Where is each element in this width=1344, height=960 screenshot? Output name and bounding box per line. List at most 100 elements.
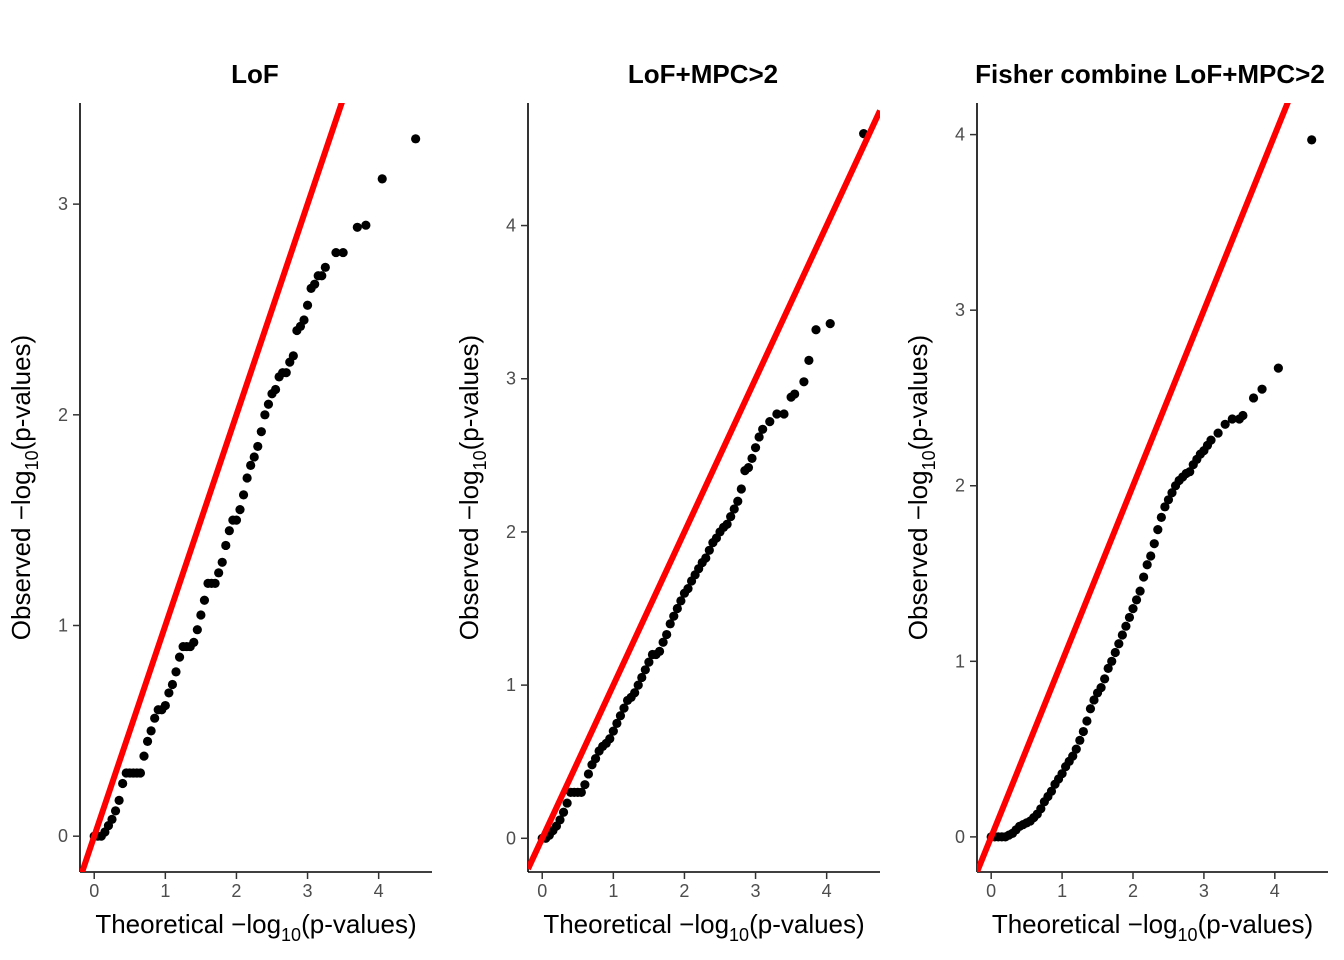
data-point	[701, 553, 711, 563]
data-point	[214, 568, 224, 578]
y-tick-label: 3	[955, 300, 965, 320]
y-tick-label: 2	[506, 522, 516, 542]
panel-title: LoF	[231, 59, 279, 89]
data-point	[221, 540, 231, 551]
data-point	[583, 769, 594, 779]
data-point	[1163, 495, 1174, 505]
data-point	[302, 300, 313, 310]
y-tick-label: 3	[58, 194, 68, 214]
data-point	[263, 399, 274, 409]
data-point	[150, 713, 160, 723]
x-tick-label: 1	[160, 881, 170, 901]
data-point	[192, 625, 202, 635]
data-point	[630, 688, 640, 698]
data-point	[576, 787, 586, 797]
data-point	[110, 806, 121, 816]
data-point	[1046, 786, 1057, 796]
x-tick-label: 2	[231, 881, 241, 901]
data-point	[605, 734, 615, 744]
data-point	[590, 754, 601, 764]
panel-title: Fisher combine LoF+MPC>2	[975, 59, 1325, 89]
data-point	[662, 629, 672, 640]
data-point	[135, 768, 146, 778]
data-point	[196, 610, 206, 620]
data-point	[772, 409, 782, 419]
x-tick-label: 4	[374, 881, 384, 901]
y-axis-label: Observed −log10(p-values)	[6, 335, 42, 640]
data-point	[750, 443, 761, 453]
y-tick-label: 0	[506, 828, 516, 848]
data-point	[580, 780, 590, 790]
data-point	[722, 519, 732, 529]
data-point	[1142, 560, 1152, 570]
data-point	[608, 726, 618, 736]
data-point	[288, 351, 298, 361]
data-point	[231, 515, 242, 525]
data-point	[612, 718, 622, 729]
data-point	[1114, 639, 1124, 649]
panel-title: LoF+MPC>2	[628, 59, 778, 89]
data-point	[1103, 663, 1113, 673]
data-point	[164, 688, 174, 698]
data-point	[1213, 428, 1223, 438]
x-tick-label: 1	[608, 881, 618, 901]
data-point	[637, 672, 647, 683]
data-point	[619, 703, 629, 713]
data-point	[1100, 674, 1110, 684]
data-point	[758, 424, 768, 434]
y-tick-label: 0	[955, 827, 965, 847]
data-point	[1036, 804, 1046, 814]
data-point	[729, 504, 739, 514]
data-point	[256, 427, 266, 437]
data-point	[654, 646, 665, 657]
data-point	[669, 611, 679, 621]
data-point	[683, 584, 693, 594]
data-point	[1124, 612, 1135, 623]
panel-1: LoF 0 1 2 3 4 0 1 2 3 Theoretical −log10(p-values)…	[6, 59, 432, 945]
data-point	[1117, 630, 1127, 640]
data-point	[704, 545, 714, 555]
y-tick-label: 4	[955, 125, 965, 145]
data-point	[1167, 488, 1177, 498]
data-point	[1057, 769, 1067, 779]
data-point	[167, 679, 178, 690]
data-point	[558, 807, 569, 817]
data-point	[615, 711, 626, 721]
data-point	[361, 220, 371, 230]
data-point	[733, 496, 743, 506]
data-point	[765, 417, 775, 427]
data-point	[1185, 467, 1195, 477]
x-tick-label: 2	[1128, 881, 1138, 901]
data-point	[1149, 539, 1159, 549]
data-point	[338, 247, 348, 258]
y-axis-label: Observed −log10(p-values)	[903, 335, 939, 640]
data-point	[1131, 595, 1142, 605]
y-axis-label: Observed −log10(p-values)	[454, 335, 490, 640]
data-point	[260, 410, 270, 420]
data-point	[779, 409, 789, 419]
data-point	[224, 526, 234, 536]
data-point	[1096, 683, 1106, 693]
x-tick-label: 3	[1199, 881, 1209, 901]
data-point	[1089, 695, 1099, 705]
data-point	[411, 134, 421, 144]
data-point	[174, 652, 185, 662]
data-point	[246, 460, 256, 470]
data-point	[107, 814, 117, 824]
data-point	[1139, 572, 1149, 582]
x-tick-label: 4	[1270, 881, 1280, 901]
panel-3: Fisher combine LoF+MPC>2 0 1 2 3 4 0 1 2 3 4 Theore…	[903, 59, 1328, 945]
data-point	[331, 247, 341, 258]
y-tick-label: 2	[955, 476, 965, 496]
data-point	[640, 665, 650, 675]
data-point	[1220, 419, 1230, 429]
data-point	[242, 473, 252, 483]
data-point	[146, 726, 156, 736]
data-point	[1075, 735, 1085, 745]
data-point	[1156, 512, 1166, 522]
data-point	[139, 751, 149, 761]
data-point	[189, 637, 199, 647]
data-point	[253, 441, 263, 452]
data-point	[562, 798, 572, 808]
